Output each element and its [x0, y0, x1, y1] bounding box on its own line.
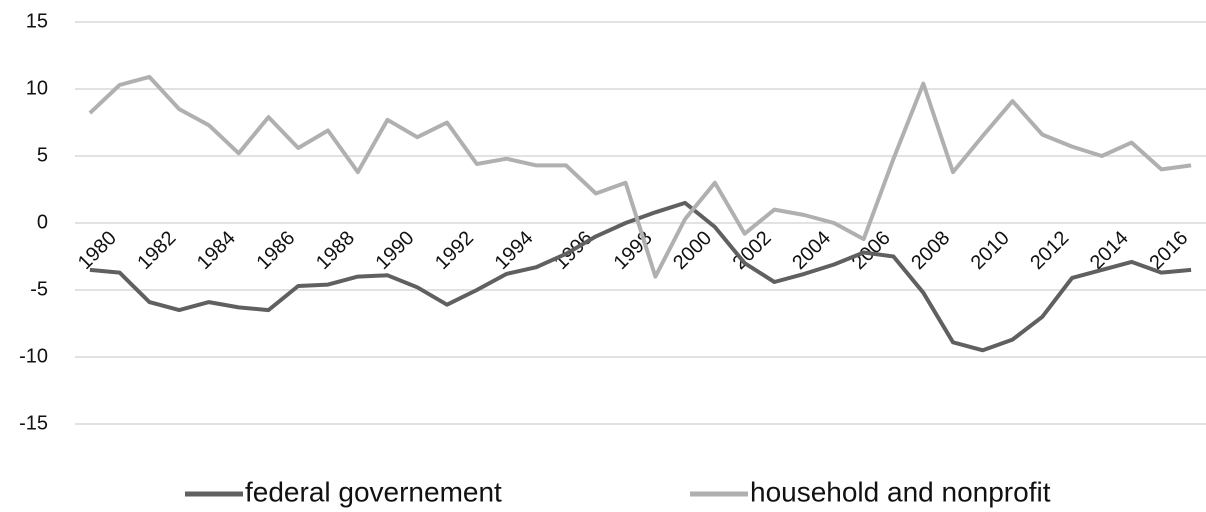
x-tick-label: 1990	[371, 227, 418, 274]
series-line	[88, 74, 1192, 279]
y-tick-label: -15	[19, 412, 48, 434]
legend-label: federal governement	[245, 476, 502, 507]
y-tick-label: -10	[19, 345, 48, 367]
x-tick-label: 2010	[967, 227, 1014, 274]
y-tick-label: 5	[37, 144, 48, 166]
x-tick-label: 1998	[610, 227, 657, 274]
x-tick-label: 1986	[252, 227, 299, 274]
x-tick-label: 1992	[431, 227, 478, 274]
y-tick-label: 15	[26, 10, 48, 32]
x-tick-label: 2012	[1026, 227, 1073, 274]
series-line	[89, 200, 1192, 353]
y-tick-label: -5	[30, 278, 48, 300]
y-tick-label: 10	[26, 77, 48, 99]
x-tick-label: 1982	[133, 227, 180, 274]
x-tick-label: 1984	[193, 227, 240, 274]
x-tick-label: 1980	[74, 227, 121, 274]
x-tick-label: 2008	[907, 227, 954, 274]
x-tick-label: 1988	[312, 227, 359, 274]
legend-label: household and nonprofit	[750, 476, 1051, 507]
y-tick-label: 0	[37, 211, 48, 233]
x-tick-label: 2016	[1145, 227, 1192, 274]
